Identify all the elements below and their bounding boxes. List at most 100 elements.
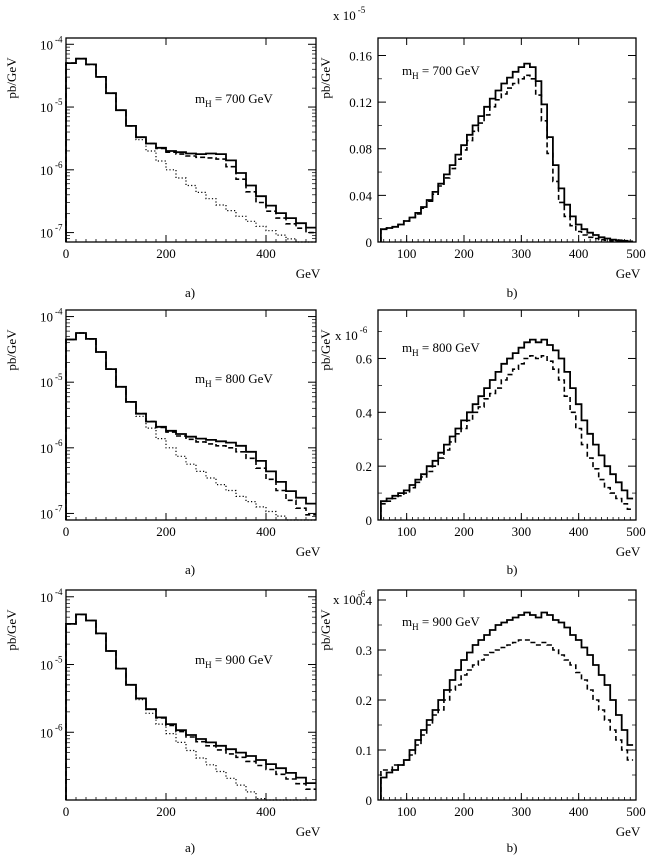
y-tick-label: 10 -6 [40,438,63,456]
x-tick-label: 0 [63,246,70,261]
y-tick-label-exponent: -6 [55,722,63,732]
panel-tag: a) [185,285,195,300]
x-tick-label: 400 [569,524,589,539]
mass-value: = 900 GeV [212,652,274,667]
y-multiplier: x 10 -5 [333,5,366,23]
mass-annotation: mH = 900 GeV [195,652,273,670]
y-tick-label: 10 -6 [40,160,63,178]
y-tick-label: 0.2 [356,693,372,708]
series-solid-line [380,338,634,520]
x-axis-label: GeV [296,266,321,281]
plot-frame [377,589,637,801]
y-multiplier-exponent: -6 [360,325,368,335]
x-tick-label: 400 [256,804,276,819]
mass-subscript: H [412,348,419,358]
mass-value: = 800 GeV [212,371,274,386]
x-tick-label: 500 [626,524,646,539]
y-axis-label: pb/GeV [318,329,333,371]
series-dashed-line [380,74,634,243]
x-tick-label: 500 [626,246,646,261]
y-tick-label-base: 10 [40,37,53,52]
mass-subscript: H [412,71,419,81]
y-tick-label: 0.12 [349,95,372,110]
x-tick-label: 400 [569,804,589,819]
y-tick-label-base: 10 [40,441,53,456]
x-tick-label: 300 [512,524,532,539]
y-tick-label-base: 10 [40,226,53,241]
y-tick-label: 10 -5 [40,372,63,390]
y-tick-label-text: 10 -4 [40,34,63,52]
y-multiplier-text: x 10 -5 [333,5,366,23]
y-tick-label: 10 -4 [40,587,63,605]
x-tick-label: 200 [454,524,474,539]
series-dashed-line [65,57,316,242]
y-tick-label-base: 10 [40,725,53,740]
x-tick-label: 300 [512,804,532,819]
mass-value: = 700 GeV [419,63,481,78]
y-tick-label-base: 10 [40,100,53,115]
y-tick-label: 0 [366,513,373,528]
plot-frame [377,37,637,243]
y-tick-label-text: 10 -6 [40,438,63,456]
y-tick-label-base: 10 [40,506,53,521]
y-tick-label: 0.2 [356,459,372,474]
series-dashed-line [65,613,316,800]
panel-tag: b) [507,562,518,577]
x-tick-label: 200 [156,524,176,539]
mass-symbol: m [402,340,412,355]
y-tick-label-exponent: -7 [55,503,63,513]
mass-symbol: m [402,63,412,78]
y-tick-label-text: 10 -4 [40,587,63,605]
x-tick-label: 400 [569,246,589,261]
panel-tag: a) [185,562,195,577]
series-dashed-line [380,355,634,520]
y-multiplier-base: x 10 [333,592,356,607]
y-tick-label-text: 10 -7 [40,503,63,521]
y-tick-label-text: 10 -5 [40,655,63,673]
y-tick-label-text: 10 -5 [40,97,63,115]
y-tick-label: 0.4 [356,405,373,420]
x-tick-label: 400 [256,524,276,539]
mass-subscript: H [205,660,212,670]
series-dotted-line [65,332,316,521]
mass-symbol: m [402,614,412,629]
y-tick-label-exponent: -4 [55,307,63,317]
y-axis-label: pb/GeV [318,57,333,99]
x-tick-label: 300 [512,246,532,261]
mass-symbol: m [195,91,205,106]
chart-row1-b: 100 200 300 400 500 0 0.04 0.08 0.12 0.16 pb/GeV Ge… [318,5,646,300]
mass-value: = 700 GeV [212,91,274,106]
series-solid-line [380,62,634,243]
y-tick-label: 10 -5 [40,97,63,115]
x-tick-label: 200 [156,804,176,819]
panel-tag: a) [185,840,195,855]
mass-symbol: m [195,652,205,667]
mass-subscript: H [205,379,212,389]
series-solid-line [65,332,316,520]
y-tick-label: 0.1 [356,743,372,758]
x-tick-label: 100 [397,804,417,819]
x-tick-label: 0 [63,804,70,819]
mass-subscript: H [412,622,419,632]
x-tick-label: 200 [156,246,176,261]
y-tick-label-exponent: -6 [55,438,63,448]
x-tick-label: 400 [256,246,276,261]
chart-row2-b: 100 200 300 400 500 0 0.2 0.4 0.6 pb/GeV GeV x 10 -6… [318,309,646,577]
y-tick-label-exponent: -5 [55,372,63,382]
y-tick-label: 0.6 [356,351,373,366]
mass-subscript: H [205,99,212,109]
series-dashed-line [380,639,634,800]
y-multiplier-text: x 10 -6 [335,325,368,343]
y-axis-label: pb/GeV [4,57,19,99]
y-tick-label-exponent: -5 [55,655,63,665]
mass-annotation: mH = 900 GeV [402,614,480,632]
y-tick-label-exponent: -6 [55,160,63,170]
series-dotted-line [65,613,316,801]
y-tick-label-base: 10 [40,658,53,673]
series-dashed-line [65,332,316,520]
y-tick-label-base: 10 [40,310,53,325]
x-axis-label: GeV [616,824,641,839]
